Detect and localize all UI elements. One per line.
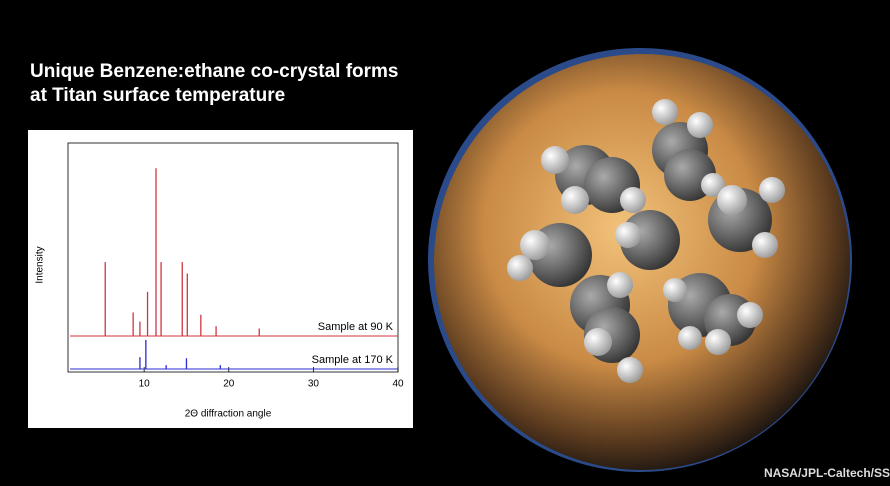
x-tick-label: 30 — [308, 379, 320, 390]
credit: NASA/JPL-Caltech/SS — [763, 466, 890, 480]
x-tick-label: 10 — [139, 379, 151, 390]
x-tick-label: 20 — [223, 379, 235, 390]
series-label: Sample at 170 K — [312, 354, 394, 366]
x-tick-label: 40 — [392, 379, 404, 390]
x-axis-label: 2Θ diffraction angle — [185, 409, 272, 420]
y-axis-label: Intensity — [35, 246, 46, 283]
plot-frame — [67, 142, 399, 373]
chart-panel — [28, 130, 413, 428]
title: Unique Benzene:ethane co-crystal forms a… — [30, 61, 399, 106]
series-label: Sample at 90 K — [318, 321, 394, 333]
molecule — [507, 99, 785, 383]
